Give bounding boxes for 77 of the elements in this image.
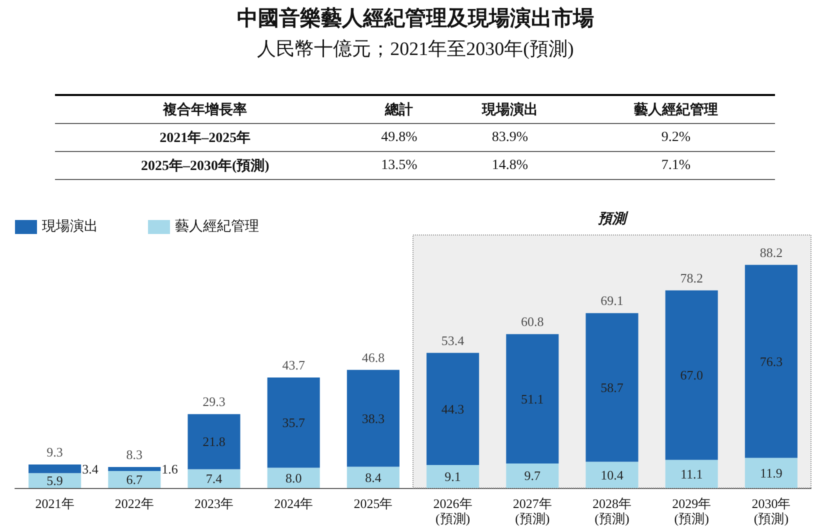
bar [665,460,718,488]
data-label: 8.4 [365,470,382,485]
data-label: 67.0 [680,368,703,383]
bar [188,414,240,470]
x-tick-label: 2028年 (預測) [592,496,632,526]
bar [506,334,559,464]
bar [586,313,638,462]
data-label: 44.3 [441,401,464,416]
data-label: 38.3 [362,410,385,426]
data-label: 9.7 [524,468,542,484]
text: 9.2% [576,124,775,152]
bar [506,463,559,488]
data-label: 51.1 [521,391,544,406]
legend-label: 現場演出 [42,218,98,234]
text: 藝人經紀管理 [576,95,775,124]
bar [267,377,320,468]
text: 總計 [355,95,444,124]
bar [426,352,480,465]
total-label: 8.3 [126,447,143,462]
text: 7.1% [576,152,775,180]
total-label: 9.3 [46,444,63,460]
bar [108,467,161,472]
total-label: 53.4 [441,332,465,348]
bar [188,469,240,488]
data-label: 8.0 [285,470,302,486]
data-label: 9.1 [444,468,461,484]
x-tick-label: 2024年 [274,496,314,511]
total-label: 43.7 [282,357,306,372]
data-label: 11.9 [760,465,782,480]
bar [346,466,400,488]
bar [426,464,480,488]
x-tick-label: 2029年 (預測) [672,496,712,526]
x-tick-label: 2027年 (預測) [512,496,552,526]
text: 2021年–2025年 [55,124,356,152]
data-label: 21.8 [202,434,226,450]
data-label: 1.6 [162,462,178,477]
total-label: 29.3 [202,394,226,410]
total-label: 60.8 [521,314,544,330]
text: 複合年增長率 [55,95,356,124]
total-label: 78.2 [680,270,703,286]
x-tick-label: 2022年 [114,496,154,511]
total-label: 69.1 [600,293,624,308]
data-label: 7.4 [206,471,223,486]
bar [586,462,638,488]
x-tick-label: 2025年 [354,496,393,511]
x-tick-label: 2023年 [194,496,234,511]
data-label: 76.3 [760,354,783,369]
x-tick-label: 2030年 (預測) [752,496,791,526]
data-label: 10.4 [600,467,624,482]
data-label: 11.1 [680,466,703,482]
data-label: 35.7 [282,415,306,430]
bar [108,471,161,488]
x-tick-label: 2026年 (預測) [433,496,472,526]
text: 13.5% [355,152,444,180]
text: 83.9% [443,124,577,152]
text: 2025年–2030年(預測) [55,152,356,180]
text: 14.8% [443,152,577,180]
bar [346,370,400,467]
band-label: 預測 [598,211,629,227]
data-label: 6.7 [126,472,144,488]
bar [665,290,718,460]
bar [28,473,82,488]
bar [744,458,798,488]
total-label: 46.8 [362,350,385,365]
x-tick-label: 2021年 [35,496,74,511]
chart-title: 中國音樂藝人經紀管理及現場演出市場 [236,5,595,32]
total-label: 88.2 [760,244,783,260]
text: 現場演出 [443,95,577,124]
text: 49.8% [355,124,444,152]
bar [744,264,798,458]
bar [267,468,320,488]
data-label: 5.9 [46,473,63,488]
bar [28,464,82,474]
data-label: 58.7 [600,380,624,395]
chart-subtitle: 人民幣十億元；2021年至2030年(預測) [256,38,575,62]
legend-label: 藝人經紀管理 [175,218,259,234]
data-label: 3.4 [82,461,99,476]
